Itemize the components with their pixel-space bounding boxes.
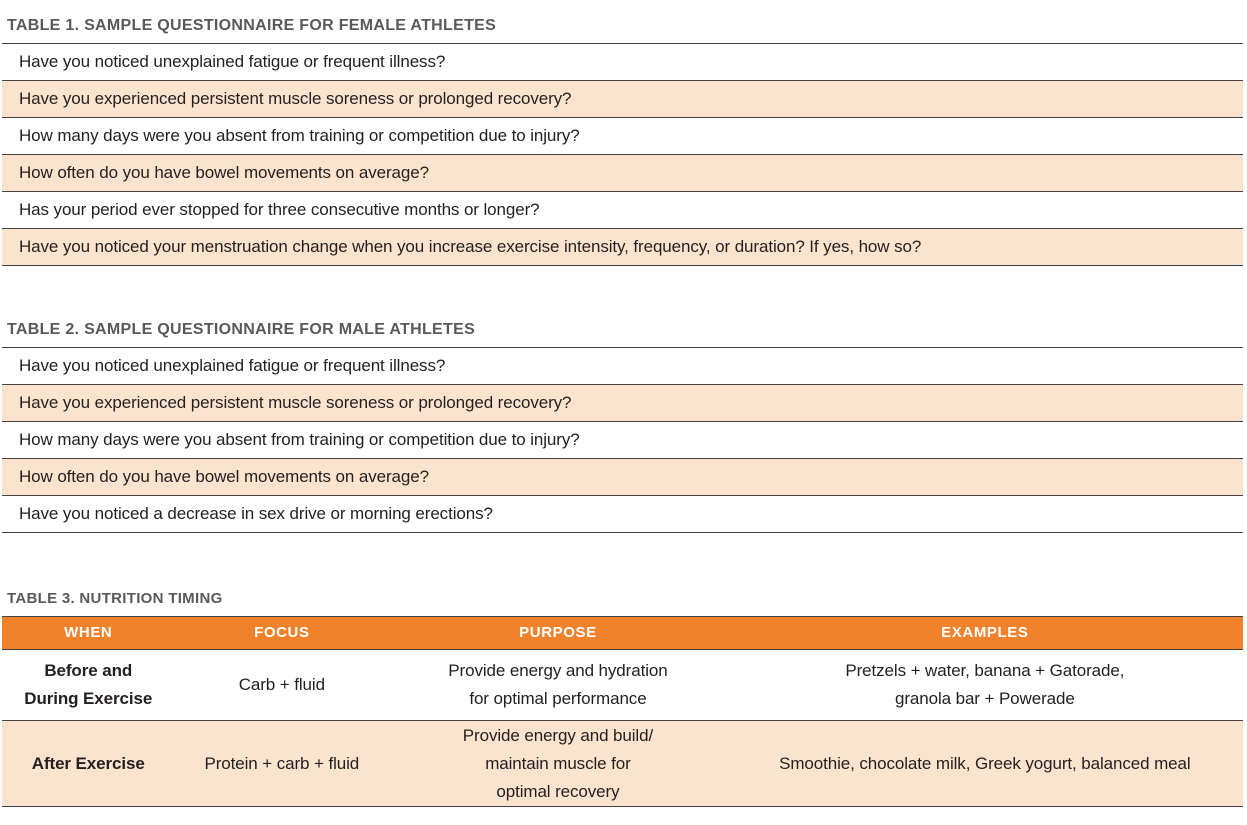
table-row: Have you noticed your menstruation chang… (2, 229, 1243, 266)
table-1-rows: Have you noticed unexplained fatigue or … (2, 43, 1243, 266)
table-row: How many days were you absent from train… (2, 118, 1243, 155)
cell-examples: Smoothie, chocolate milk, Greek yogurt, … (779, 753, 1191, 773)
column-header-purpose: PURPOSE (519, 624, 597, 641)
table-row: Have you experienced persistent muscle s… (2, 81, 1243, 118)
table-1-title: TABLE 1. SAMPLE QUESTIONNAIRE FOR FEMALE… (7, 17, 497, 34)
cell-purpose: Provide energy and hydration for optimal… (448, 661, 668, 708)
column-header-when: WHEN (64, 624, 113, 641)
table-row: Have you noticed a decrease in sex drive… (2, 496, 1243, 533)
table-3-title: TABLE 3. NUTRITION TIMING (7, 590, 223, 607)
table-row: Before and During Exercise Carb + fluid … (2, 650, 1243, 721)
table-row: Have you experienced persistent muscle s… (2, 385, 1243, 422)
table-row: Has your period ever stopped for three c… (2, 192, 1243, 229)
table-row: How many days were you absent from train… (2, 422, 1243, 459)
cell-focus: Carb + fluid (238, 675, 325, 694)
cell-examples: Pretzels + water, banana + Gatorade, gra… (845, 661, 1125, 708)
table-row: How often do you have bowel movements on… (2, 155, 1243, 192)
table-1-female-athletes: TABLE 1. SAMPLE QUESTIONNAIRE FOR FEMALE… (2, 16, 1243, 266)
table-row: Have you noticed unexplained fatigue or … (2, 348, 1243, 385)
table-row: After Exercise Protein + carb + fluid Pr… (2, 721, 1243, 807)
table-2-title: TABLE 2. SAMPLE QUESTIONNAIRE FOR MALE A… (7, 321, 476, 338)
section-gap (2, 533, 1243, 590)
cell-when: Before and During Exercise (24, 661, 153, 708)
cell-when: After Exercise (31, 753, 145, 773)
column-header-focus: FOCUS (254, 624, 310, 641)
section-gap (2, 266, 1243, 320)
table-row: How often do you have bowel movements on… (2, 459, 1243, 496)
cell-purpose: Provide energy and build/ maintain muscl… (462, 725, 654, 801)
table-3-header-row: WHEN FOCUS PURPOSE EXAMPLES (2, 616, 1243, 650)
cell-focus: Protein + carb + fluid (204, 753, 360, 773)
table-row: Have you noticed unexplained fatigue or … (2, 44, 1243, 81)
table-3-nutrition-timing: TABLE 3. NUTRITION TIMING WHEN FOCUS PUR… (2, 590, 1243, 807)
column-header-examples: EXAMPLES (941, 624, 1029, 641)
table-2-male-athletes: TABLE 2. SAMPLE QUESTIONNAIRE FOR MALE A… (2, 320, 1243, 533)
table-2-rows: Have you noticed unexplained fatigue or … (2, 347, 1243, 533)
